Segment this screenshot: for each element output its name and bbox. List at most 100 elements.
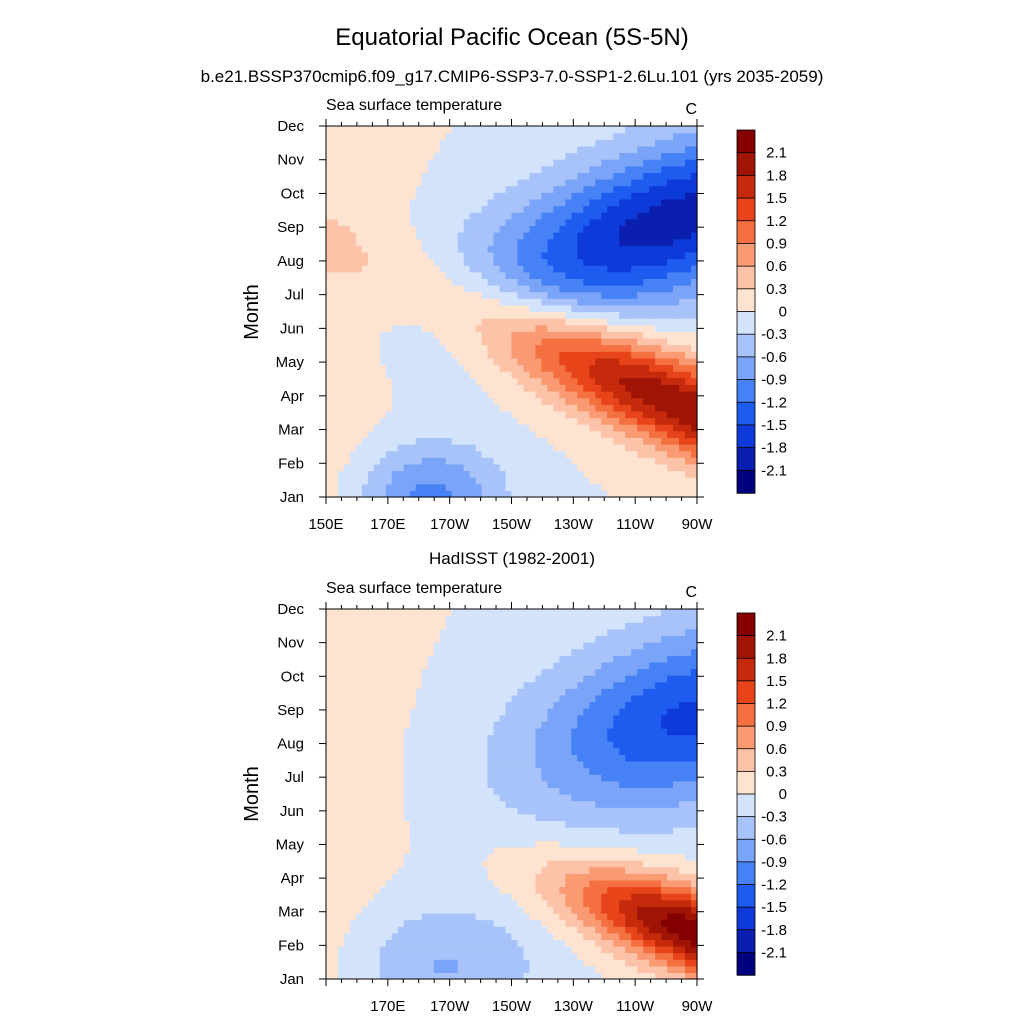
contour-cell: [379, 444, 387, 452]
contour-cell: [547, 338, 554, 346]
contour-cell: [349, 357, 357, 366]
contour-cell: [511, 417, 519, 425]
contour-cell: [607, 179, 614, 187]
contour-cell: [331, 404, 339, 412]
contour-cell: [355, 899, 363, 907]
contour-cell: [457, 232, 465, 240]
contour-cell: [343, 397, 351, 405]
contour-cell: [427, 159, 435, 167]
contour-cell: [445, 364, 453, 372]
contour-cell: [541, 232, 548, 240]
contour-cell: [493, 152, 501, 160]
contour-cell: [475, 159, 483, 167]
contour-cell: [607, 470, 614, 478]
contour-cell: [547, 271, 554, 279]
contour-cell: [505, 198, 513, 207]
contour-cell: [337, 965, 345, 973]
contour-cell: [679, 271, 686, 279]
contour-cell: [673, 331, 680, 339]
x-tick-label: 170W: [430, 516, 470, 533]
contour-cell: [631, 338, 638, 346]
contour-cell: [661, 145, 668, 154]
contour-cell: [421, 886, 429, 894]
contour-cell: [637, 959, 644, 967]
contour-cell: [487, 932, 495, 940]
contour-cell: [547, 833, 554, 841]
contour-cell: [685, 172, 692, 180]
contour-cell: [493, 285, 501, 293]
contour-cell: [649, 384, 656, 392]
contour-cell: [343, 424, 351, 432]
contour-cell: [637, 331, 644, 339]
contour-cell: [499, 364, 507, 372]
contour-cell: [337, 444, 345, 452]
contour-cell: [631, 463, 638, 472]
contour-cell: [505, 357, 513, 366]
contour-cell: [607, 906, 614, 914]
contour-cell: [685, 139, 692, 147]
contour-cell: [445, 853, 453, 861]
contour-cell: [523, 126, 531, 134]
contour-cell: [583, 437, 590, 445]
contour-cell: [355, 185, 363, 193]
contour-cell: [541, 165, 548, 173]
contour-cell: [529, 463, 537, 472]
contour-cell: [457, 298, 465, 306]
contour-cell: [445, 919, 453, 927]
contour-cell: [523, 265, 531, 273]
contour-cell: [601, 391, 608, 399]
contour-cell: [661, 225, 668, 233]
contour-cell: [355, 827, 363, 835]
contour-cell: [529, 238, 537, 246]
contour-cell: [391, 965, 399, 973]
contour-cell: [439, 410, 447, 419]
contour-cell: [379, 238, 387, 246]
contour-cell: [391, 827, 399, 835]
contour-cell: [655, 477, 662, 485]
contour-cell: [607, 265, 614, 273]
contour-cell: [331, 893, 339, 901]
contour-cell: [409, 952, 417, 960]
contour-cell: [409, 165, 417, 173]
contour-cell: [457, 384, 465, 392]
contour-cell: [643, 391, 650, 399]
contour-cell: [625, 232, 632, 240]
contour-cell: [403, 285, 411, 293]
contour-cell: [565, 972, 572, 980]
contour-cell: [403, 192, 411, 200]
contour-cell: [523, 371, 531, 379]
contour-cell: [451, 945, 459, 954]
colorbar-label: -1.2: [761, 394, 787, 411]
contour-cell: [475, 945, 483, 954]
contour-cell: [475, 258, 483, 266]
contour-cell: [577, 906, 584, 914]
contour-cell: [559, 291, 566, 299]
x-tick-label: 150E: [308, 516, 343, 533]
contour-cell: [511, 357, 519, 366]
contour-cell: [469, 165, 477, 173]
contour-cell: [517, 318, 525, 326]
contour-cell: [661, 945, 668, 954]
contour-cell: [565, 939, 572, 947]
contour-cell: [553, 391, 560, 399]
contour-cell: [631, 132, 638, 140]
contour-cell: [523, 159, 531, 167]
contour-cell: [523, 324, 531, 332]
contour-cell: [331, 238, 339, 246]
contour-cell: [577, 444, 584, 452]
contour-cell: [451, 404, 459, 412]
contour-cell: [337, 972, 345, 980]
contour-cell: [439, 192, 447, 200]
contour-cell: [613, 371, 620, 379]
contour-cell: [601, 192, 608, 200]
contour-cell: [589, 470, 596, 478]
contour-cell: [583, 893, 590, 901]
contour-cell: [607, 351, 614, 359]
contour-cell: [625, 477, 632, 485]
contour-cell: [613, 945, 620, 954]
contour-cell: [445, 972, 453, 980]
contour-cell: [685, 364, 692, 372]
contour-cell: [451, 410, 459, 419]
contour-cell: [457, 212, 465, 220]
contour-cell: [373, 417, 381, 425]
